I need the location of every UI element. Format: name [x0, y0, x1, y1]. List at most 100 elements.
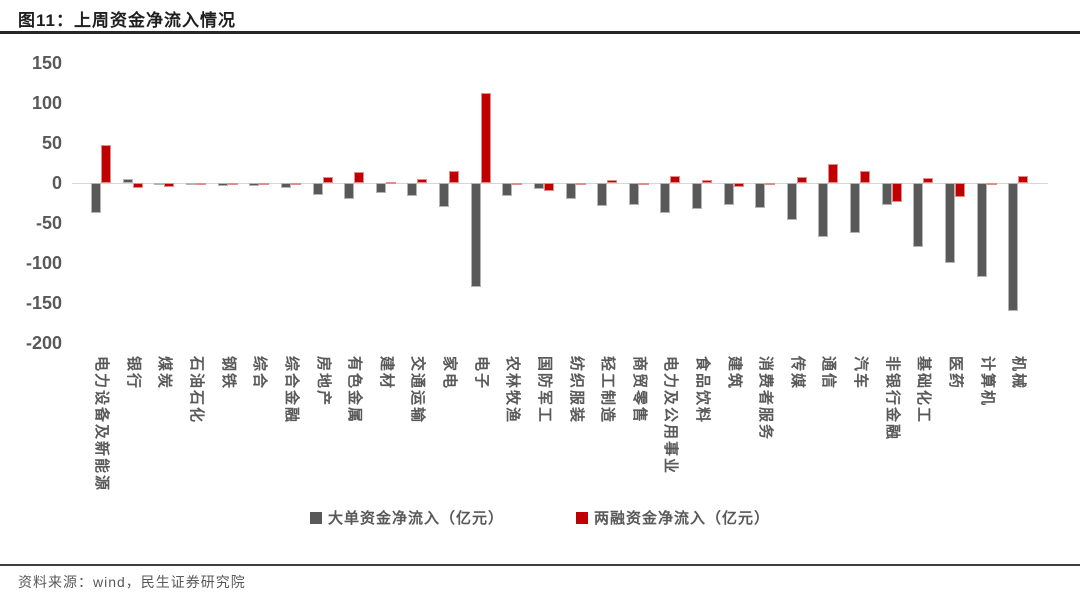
bar-large-order-钢铁: [217, 183, 228, 187]
bar-large-order-建材: [375, 183, 386, 193]
y-axis-tick: 0: [51, 173, 62, 193]
bar-large-order-国防军工: [533, 183, 544, 190]
bar-large-order-综合: [249, 183, 260, 187]
x-axis-label-钢铁: 钢铁: [219, 356, 237, 391]
footer-divider: [0, 564, 1080, 566]
legend-label: 两融资金净流入（亿元）: [594, 510, 771, 527]
x-axis-label-电力设备及新能源: 电力设备及新能源: [93, 356, 111, 493]
bar-margin-电力设备及新能源: [101, 144, 112, 183]
bar-margin-机械: [1018, 175, 1029, 183]
bar-large-order-食品饮料: [691, 183, 702, 210]
bar-large-order-汽车: [850, 183, 861, 234]
bar-large-order-传媒: [786, 183, 797, 220]
x-axis-label-非银行金融: 非银行金融: [883, 356, 901, 442]
bar-margin-综合: [259, 183, 270, 185]
x-axis-label-商贸零售: 商贸零售: [630, 356, 648, 425]
bar-margin-汽车: [860, 171, 871, 183]
x-axis-label-纺织服装: 纺织服装: [567, 356, 585, 425]
legend-label: 大单资金净流入（亿元）: [327, 510, 504, 527]
bar-large-order-银行: [122, 179, 133, 183]
bar-margin-家电: [449, 171, 460, 183]
x-axis-label-农林牧渔: 农林牧渔: [504, 356, 522, 425]
x-axis-label-轻工制造: 轻工制造: [599, 356, 617, 425]
bar-margin-房地产: [322, 176, 333, 183]
x-axis-label-电子: 电子: [472, 356, 490, 391]
bar-large-order-煤炭: [154, 183, 165, 185]
legend-swatch-red: [576, 511, 588, 524]
y-axis-tick: -100: [25, 253, 62, 273]
y-axis-tick: -200: [25, 333, 62, 353]
bar-large-order-建筑: [723, 183, 734, 206]
y-axis-tick: -150: [25, 293, 62, 313]
x-axis-label-有色金属: 有色金属: [346, 356, 364, 425]
bar-large-order-有色金属: [344, 183, 355, 199]
bar-large-order-通信: [818, 183, 829, 238]
x-axis-label-煤炭: 煤炭: [156, 356, 174, 391]
x-axis-label-计算机: 计算机: [978, 356, 996, 408]
bar-large-order-纺织服装: [565, 183, 576, 199]
bar-large-order-机械: [1008, 183, 1019, 311]
x-axis-label-房地产: 房地产: [314, 356, 332, 408]
x-axis-label-国防军工: 国防军工: [535, 356, 553, 425]
bar-margin-医药: [954, 183, 965, 198]
legend-swatch-gray: [309, 511, 322, 524]
y-axis-tick: 50: [41, 133, 62, 153]
source-note: 资料来源：wind，民生证券研究院: [18, 574, 246, 590]
x-axis-label-交通运输: 交通运输: [409, 356, 427, 425]
bar-margin-轻工制造: [607, 179, 618, 183]
zero-gridline: [72, 182, 1048, 184]
bar-margin-钢铁: [227, 183, 238, 185]
bar-margin-基础化工: [923, 178, 934, 183]
x-axis-label-消费者服务: 消费者服务: [757, 356, 775, 442]
x-axis-label-建筑: 建筑: [725, 356, 743, 391]
bar-large-order-医药: [944, 183, 955, 263]
bar-margin-商贸零售: [638, 183, 649, 185]
bar-margin-通信: [828, 163, 839, 183]
x-axis-label-基础化工: 基础化工: [915, 356, 933, 425]
bar-large-order-轻工制造: [597, 183, 608, 207]
x-axis-label-汽车: 汽车: [852, 356, 870, 391]
bar-margin-交通运输: [417, 179, 428, 183]
bar-margin-煤炭: [164, 183, 175, 187]
legend-item-large-order-flow: 大单资金净流入（亿元）: [309, 507, 504, 528]
bar-margin-传媒: [796, 176, 807, 183]
x-axis-label-银行: 银行: [124, 356, 142, 391]
bar-margin-石油石化: [196, 183, 207, 185]
bar-large-order-石油石化: [186, 183, 197, 185]
y-axis-tick: 150: [31, 53, 62, 73]
bar-margin-银行: [132, 183, 143, 188]
chart-legend: 大单资金净流入（亿元） 两融资金净流入（亿元）: [0, 507, 1080, 528]
bar-large-order-交通运输: [407, 183, 418, 196]
y-axis-tick: 100: [31, 93, 62, 113]
bar-large-order-房地产: [312, 183, 323, 195]
figure-title: 图11：上周资金净流入情况: [18, 11, 236, 30]
x-axis-label-家电: 家电: [441, 356, 459, 391]
x-axis-label-综合金融: 综合金融: [282, 356, 300, 425]
x-axis-label-传媒: 传媒: [788, 356, 806, 391]
bar-margin-非银行金融: [891, 183, 902, 203]
bar-margin-电子: [480, 92, 491, 183]
x-axis-label-医药: 医药: [946, 356, 964, 391]
bar-margin-建筑: [733, 183, 744, 187]
bar-margin-建材: [385, 182, 396, 185]
x-axis-label-电力及公用事业: 电力及公用事业: [662, 356, 680, 476]
x-axis-label-综合: 综合: [251, 356, 269, 391]
bar-margin-国防军工: [543, 183, 554, 191]
bar-margin-有色金属: [354, 171, 365, 183]
bar-large-order-消费者服务: [755, 183, 766, 208]
legend-item-margin-flow: 两融资金净流入（亿元）: [576, 507, 770, 528]
bar-margin-消费者服务: [765, 183, 776, 185]
bar-large-order-基础化工: [913, 183, 924, 247]
x-axis-label-通信: 通信: [820, 356, 838, 391]
x-axis-label-食品饮料: 食品饮料: [693, 356, 711, 425]
bar-large-order-电力及公用事业: [660, 183, 671, 214]
bar-large-order-农林牧渔: [502, 183, 513, 196]
title-divider: [0, 31, 1080, 34]
bar-margin-综合金融: [290, 183, 301, 185]
bar-margin-纺织服装: [575, 183, 586, 185]
x-axis-label-石油石化: 石油石化: [188, 356, 206, 425]
x-axis-label-建材: 建材: [377, 356, 395, 391]
bar-large-order-商贸零售: [628, 183, 639, 206]
bar-margin-计算机: [986, 183, 997, 186]
